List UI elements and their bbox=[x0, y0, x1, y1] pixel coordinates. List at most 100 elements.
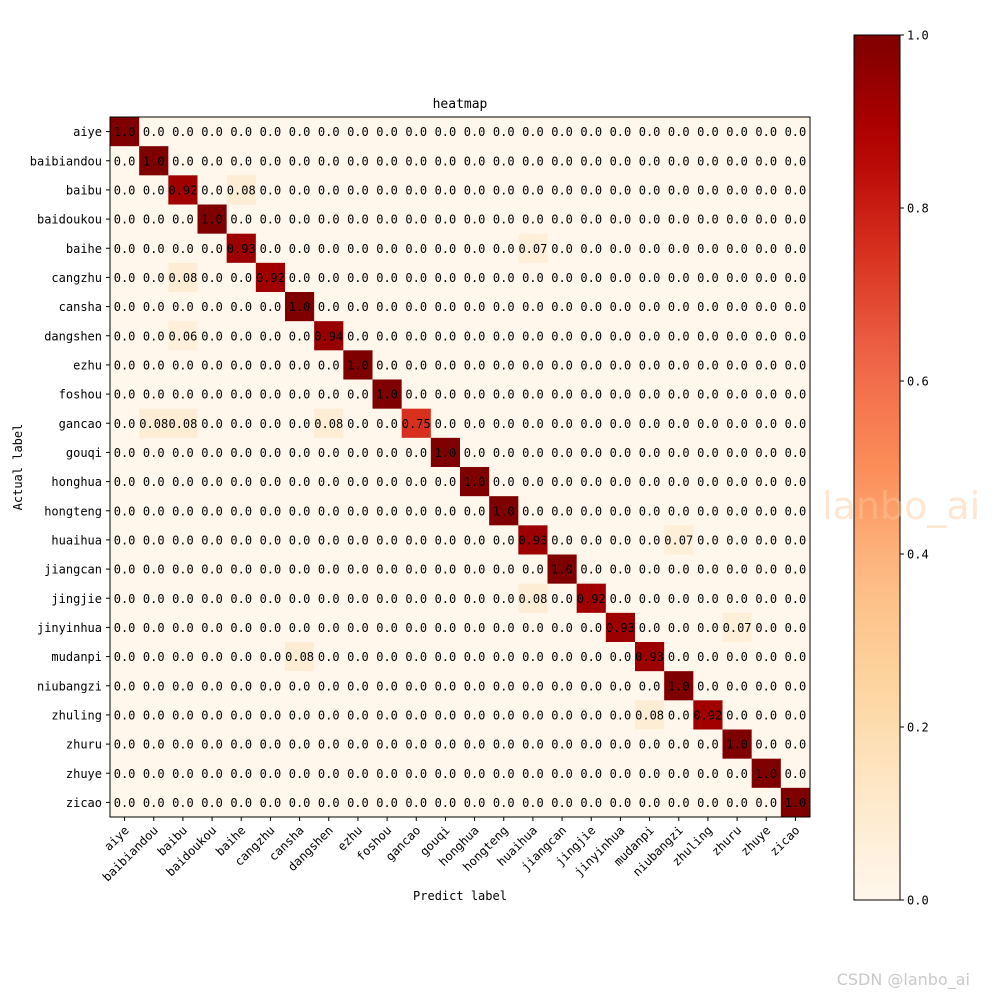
cell-value-label: 0.0 bbox=[376, 708, 398, 722]
cell-value-label: 0.0 bbox=[785, 154, 807, 168]
cell-value-label: 1.0 bbox=[201, 213, 223, 227]
heatmap-cell bbox=[576, 408, 607, 439]
heatmap-cell bbox=[780, 758, 811, 789]
heatmap-cell bbox=[285, 758, 315, 789]
heatmap-cell bbox=[110, 642, 140, 672]
heatmap-cell bbox=[110, 787, 140, 818]
heatmap-cell bbox=[635, 408, 665, 439]
heatmap-cell bbox=[605, 671, 636, 701]
cell-value-label: 0.0 bbox=[435, 679, 457, 693]
heatmap-cell bbox=[110, 729, 140, 760]
heatmap-cell bbox=[780, 583, 811, 614]
cell-value-label: 0.0 bbox=[172, 592, 194, 606]
x-axis-label: Predict label bbox=[413, 889, 507, 903]
heatmap-cell bbox=[460, 379, 490, 410]
heatmap-cell bbox=[547, 117, 578, 147]
heatmap-cell bbox=[693, 321, 723, 351]
heatmap-cell bbox=[430, 117, 461, 147]
heatmap-cell bbox=[489, 554, 519, 585]
cell-value-label: 0.0 bbox=[493, 300, 515, 314]
cell-value-label: 0.0 bbox=[726, 504, 748, 518]
cell-value-label: 0.0 bbox=[435, 358, 457, 372]
heatmap-cell bbox=[197, 262, 228, 293]
cell-value-label: 0.93 bbox=[518, 533, 547, 547]
heatmap-cell bbox=[576, 700, 607, 730]
heatmap-cell bbox=[576, 642, 607, 672]
heatmap-cell bbox=[751, 642, 782, 672]
heatmap-cell bbox=[226, 350, 257, 380]
cell-value-label: 0.0 bbox=[755, 563, 777, 577]
heatmap-cell bbox=[722, 700, 753, 730]
x-tick-label: zhuru bbox=[709, 823, 744, 858]
heatmap-cell bbox=[635, 554, 665, 585]
heatmap-cell bbox=[285, 204, 315, 235]
heatmap-cell bbox=[722, 204, 753, 235]
heatmap-cell bbox=[489, 292, 519, 322]
cell-value-label: 0.0 bbox=[289, 679, 311, 693]
heatmap-cell bbox=[401, 379, 432, 410]
cell-value-label: 0.0 bbox=[639, 621, 661, 635]
heatmap-cell bbox=[722, 437, 753, 468]
y-tick-label: niubangzi bbox=[37, 679, 102, 693]
heatmap-cell bbox=[139, 175, 169, 205]
cell-value-label: 0.0 bbox=[493, 417, 515, 431]
cell-value-label: 0.0 bbox=[230, 533, 252, 547]
heatmap-cell bbox=[285, 350, 315, 380]
cell-value-label: 0.0 bbox=[522, 563, 544, 577]
heatmap-cell bbox=[605, 292, 636, 322]
cell-value-label: 0.0 bbox=[435, 125, 457, 139]
heatmap-cell bbox=[226, 379, 257, 410]
cell-value-label: 0.0 bbox=[260, 242, 282, 256]
cell-value-label: 0.0 bbox=[551, 650, 573, 664]
cell-value-label: 0.0 bbox=[668, 242, 690, 256]
cell-value-label: 0.0 bbox=[551, 388, 573, 402]
heatmap-cell bbox=[751, 671, 782, 701]
heatmap-cell bbox=[751, 729, 782, 760]
cell-value-label: 0.0 bbox=[610, 475, 632, 489]
cell-value-label: 0.92 bbox=[256, 271, 285, 285]
cell-value-label: 0.0 bbox=[610, 767, 632, 781]
cell-value-label: 0.0 bbox=[785, 767, 807, 781]
heatmap-cell bbox=[430, 554, 461, 585]
heatmap-cell bbox=[226, 671, 257, 701]
heatmap-cell bbox=[343, 321, 373, 351]
cell-value-label: 0.0 bbox=[785, 183, 807, 197]
heatmap-cell bbox=[664, 262, 694, 293]
cell-value-label: 0.0 bbox=[697, 125, 719, 139]
cell-value-label: 1.0 bbox=[755, 767, 777, 781]
heatmap-cell bbox=[139, 408, 169, 439]
cell-value-label: 0.0 bbox=[289, 242, 311, 256]
heatmap-cell bbox=[722, 583, 753, 614]
heatmap-cell bbox=[722, 496, 753, 526]
cell-value-label: 0.0 bbox=[201, 708, 223, 722]
cell-value-label: 0.0 bbox=[230, 708, 252, 722]
heatmap-cell bbox=[751, 583, 782, 614]
cell-value-label: 0.0 bbox=[201, 388, 223, 402]
heatmap-cell bbox=[226, 700, 257, 730]
heatmap-cell bbox=[605, 554, 636, 585]
heatmap-cell bbox=[285, 671, 315, 701]
cell-value-label: 0.0 bbox=[464, 358, 486, 372]
heatmap-cell bbox=[605, 612, 636, 643]
heatmap-cell bbox=[401, 700, 432, 730]
cell-value-label: 0.0 bbox=[318, 650, 340, 664]
cell-value-label: 0.0 bbox=[755, 708, 777, 722]
cell-value-label: 0.0 bbox=[114, 504, 136, 518]
cell-value-label: 0.0 bbox=[610, 154, 632, 168]
cell-value-label: 0.0 bbox=[347, 271, 369, 285]
heatmap-cell bbox=[576, 233, 607, 264]
cell-value-label: 0.0 bbox=[464, 533, 486, 547]
cell-value-label: 0.0 bbox=[697, 679, 719, 693]
heatmap-cell bbox=[226, 175, 257, 205]
heatmap-cell bbox=[168, 146, 198, 176]
heatmap-cell bbox=[401, 671, 432, 701]
heatmap-cell bbox=[197, 437, 228, 468]
cell-value-label: 0.0 bbox=[143, 271, 165, 285]
watermark-text: lanbo_ai bbox=[822, 484, 981, 528]
heatmap-cell bbox=[722, 117, 753, 147]
cell-value-label: 0.0 bbox=[464, 388, 486, 402]
heatmap-cell bbox=[168, 292, 198, 322]
cell-value-label: 0.0 bbox=[464, 679, 486, 693]
cell-value-label: 0.08 bbox=[168, 417, 197, 431]
cell-value-label: 0.0 bbox=[114, 533, 136, 547]
